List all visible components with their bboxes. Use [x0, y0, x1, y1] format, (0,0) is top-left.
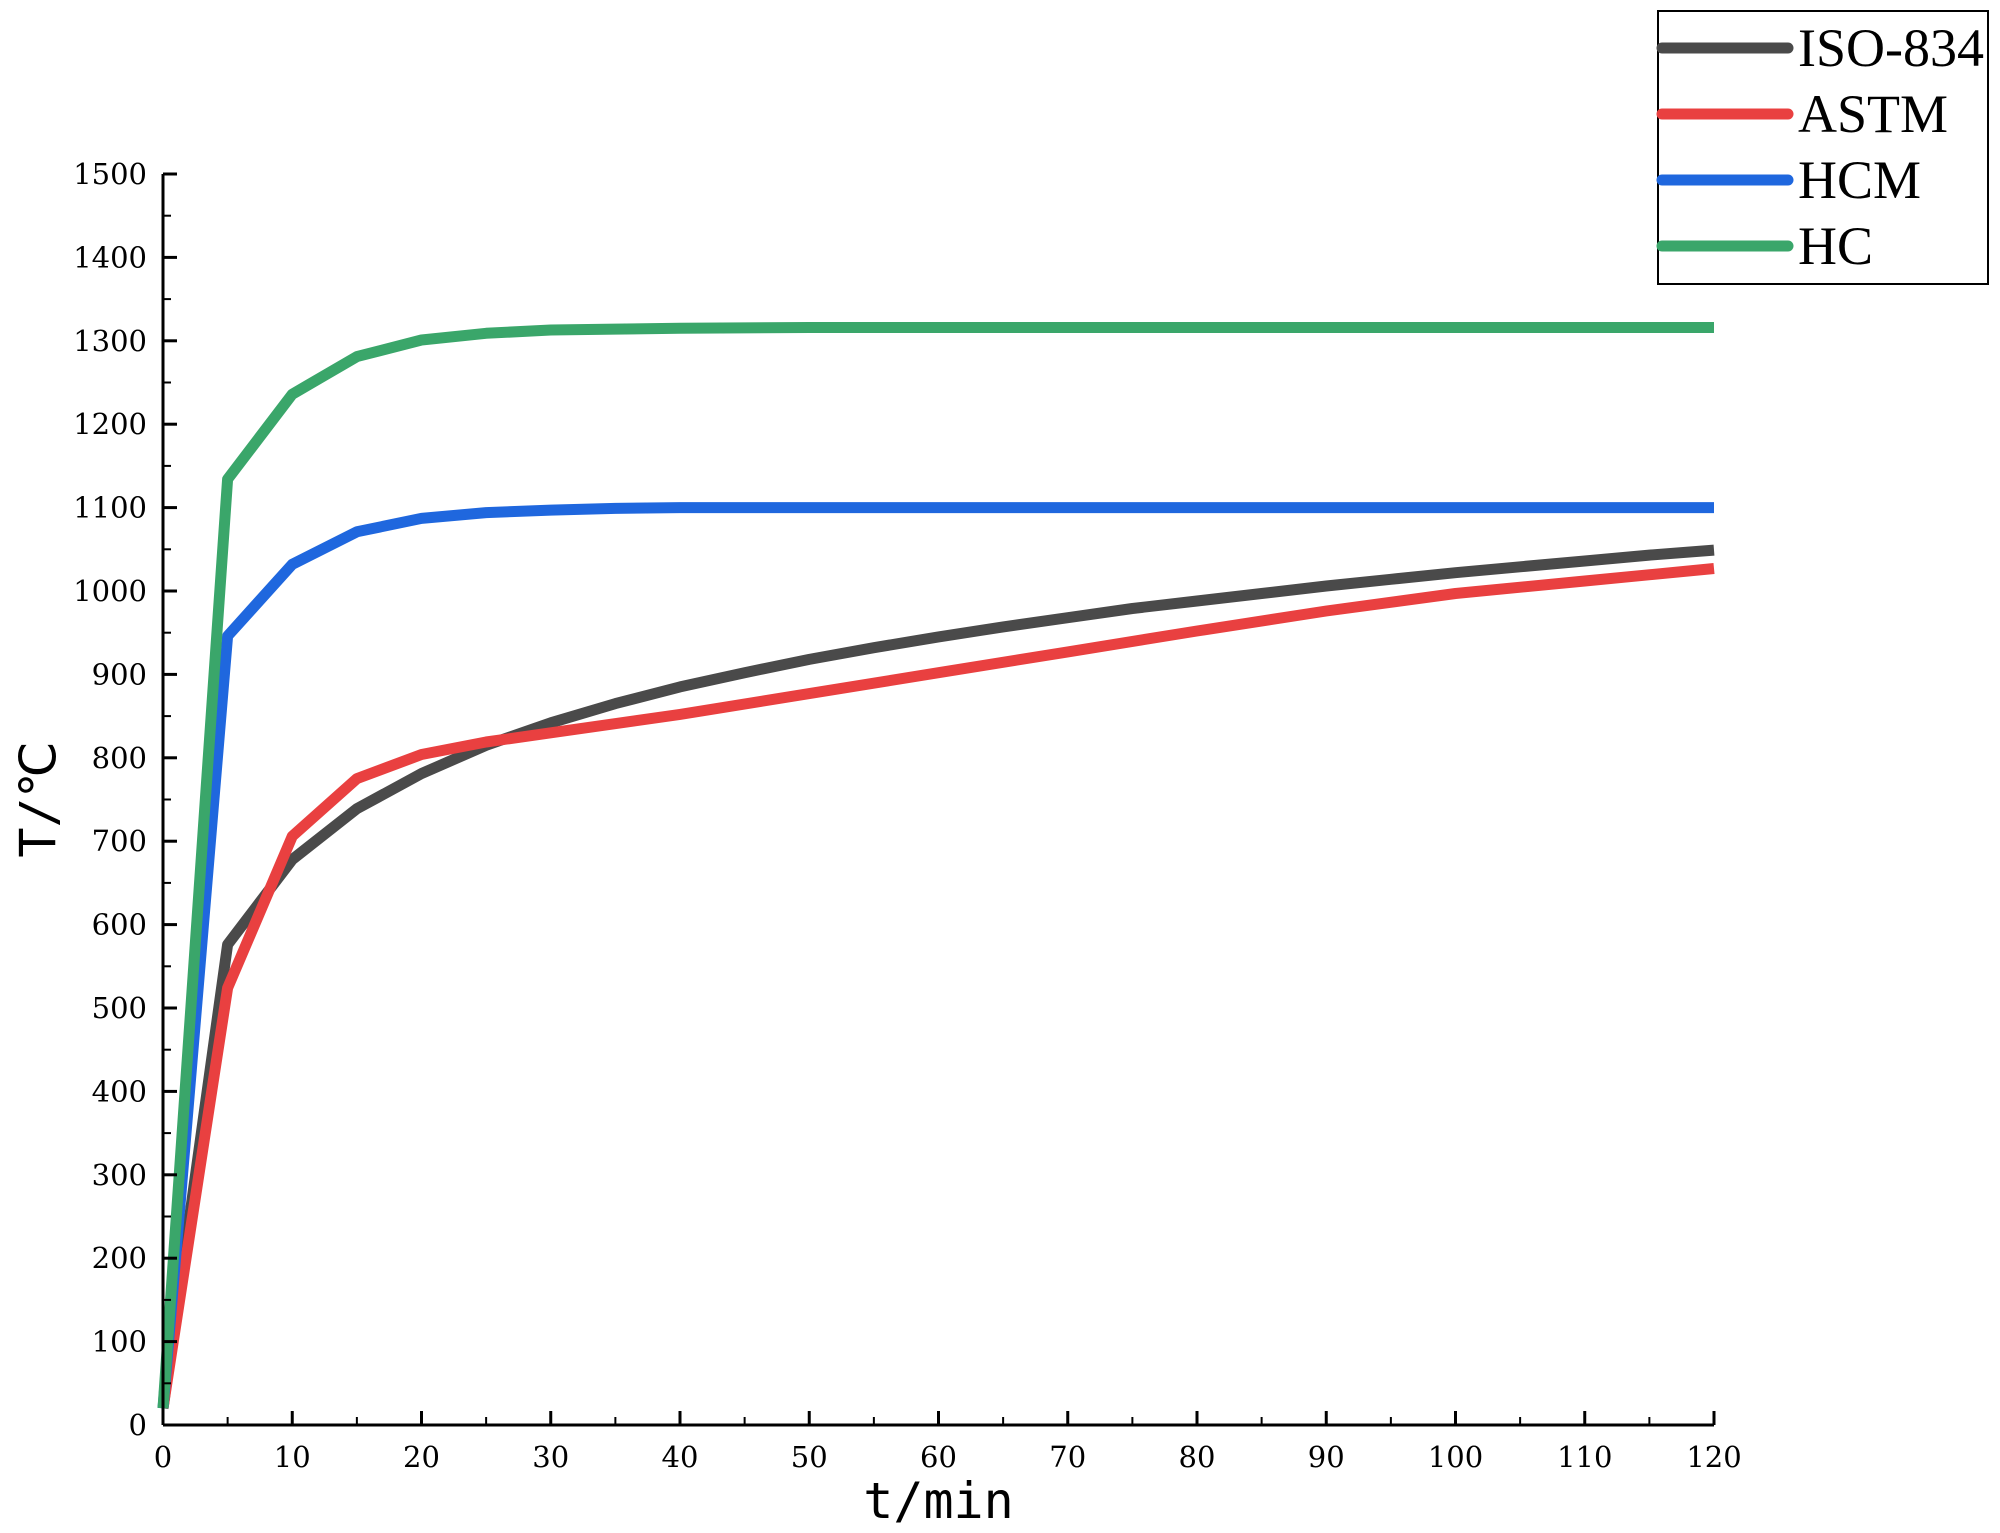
y-tick-label: 1400 [73, 240, 147, 274]
y-tick-label: 700 [92, 824, 147, 858]
x-tick-label: 110 [1557, 1440, 1612, 1474]
x-tick-label: 90 [1308, 1440, 1345, 1474]
y-tick-label: 1000 [73, 574, 147, 608]
y-tick-label: 300 [92, 1158, 147, 1192]
series-line-hc [157, 322, 1714, 1409]
series-line-hcm [157, 502, 1714, 1409]
y-tick-label: 1300 [73, 324, 147, 358]
axes [161, 174, 1714, 1427]
y-tick-label: 800 [92, 741, 147, 775]
x-tick-label: 40 [662, 1440, 699, 1474]
legend-label: ASTM [1798, 84, 1948, 144]
y-tick-label: 1200 [73, 407, 147, 441]
x-tick-label: 80 [1179, 1440, 1216, 1474]
y-tick-label: 0 [129, 1408, 147, 1442]
x-tick-label: 100 [1428, 1440, 1483, 1474]
y-tick-label: 200 [92, 1241, 147, 1275]
x-tick-label: 50 [791, 1440, 828, 1474]
ticks: 0100200300400500600700800900100011001200… [73, 157, 1741, 1474]
x-tick-label: 30 [532, 1440, 569, 1474]
y-tick-label: 600 [92, 908, 147, 942]
x-axis-title: t/min [863, 1472, 1014, 1530]
y-tick-label: 500 [92, 991, 147, 1025]
y-tick-label: 100 [92, 1325, 147, 1359]
x-tick-label: 120 [1686, 1440, 1741, 1474]
y-axis-title: T/℃ [10, 741, 68, 857]
legend-box [1657, 10, 1989, 285]
x-tick-label: 70 [1049, 1440, 1086, 1474]
series-layer [157, 322, 1715, 1410]
x-tick-label: 20 [403, 1440, 440, 1474]
y-tick-label: 1100 [73, 491, 147, 525]
series-line-astm [157, 563, 1715, 1410]
series-line-iso-834 [157, 544, 1715, 1410]
legend-label: HC [1798, 216, 1873, 276]
y-tick-label: 900 [92, 657, 147, 691]
x-tick-label: 0 [154, 1440, 172, 1474]
x-tick-label: 60 [920, 1440, 957, 1474]
y-tick-label: 1500 [73, 157, 147, 191]
legend-label: ISO-834 [1798, 18, 1984, 78]
legend-label: HCM [1798, 150, 1921, 210]
x-tick-label: 10 [274, 1440, 311, 1474]
y-tick-label: 400 [92, 1074, 147, 1108]
